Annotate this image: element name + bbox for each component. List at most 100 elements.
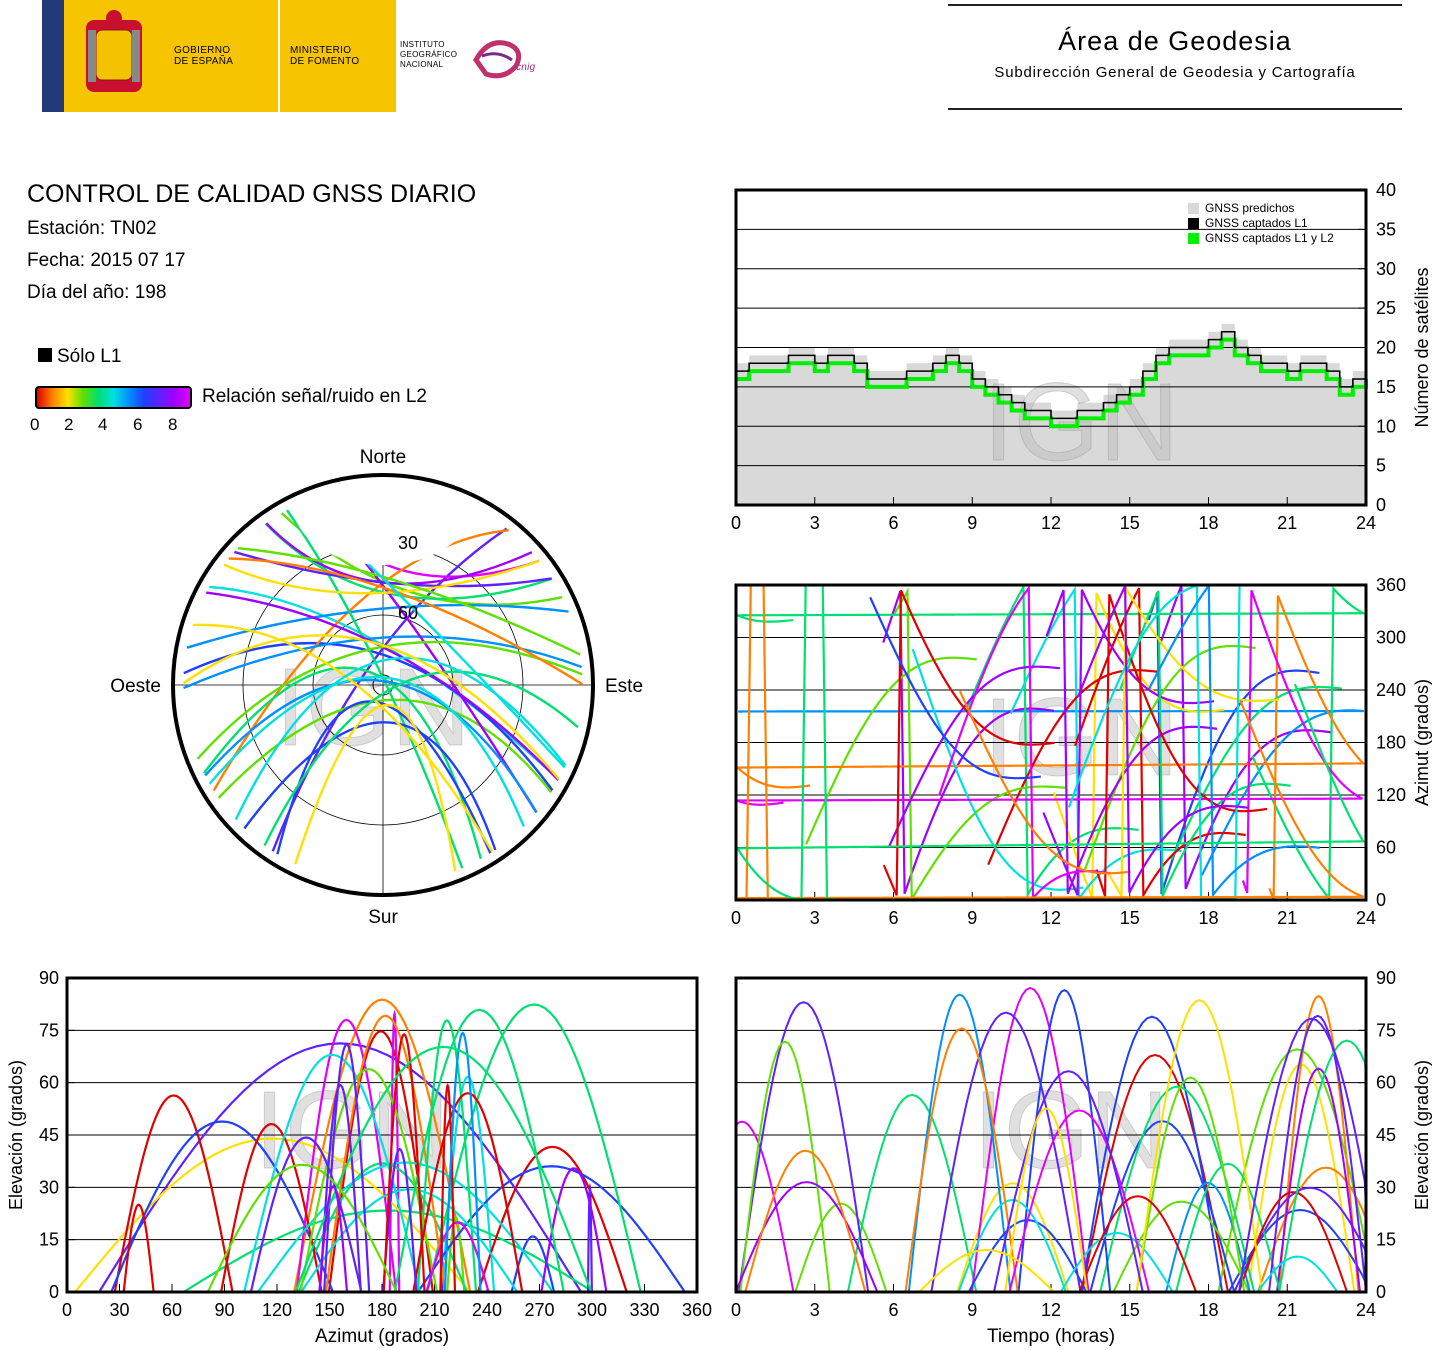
series-l1-line	[736, 330, 1367, 420]
satellite-track	[1159, 585, 1331, 890]
satellite-track	[893, 587, 1066, 900]
satellite-track	[739, 1040, 831, 1292]
satellite-track	[300, 1188, 519, 1292]
satellite-track	[256, 1161, 554, 1292]
satellite-track	[381, 1147, 418, 1292]
satellite-track	[1135, 999, 1264, 1292]
x-tick-label: 330	[629, 1300, 659, 1320]
satellite-track	[744, 1149, 867, 1292]
north-label: Norte	[360, 447, 406, 468]
satellite-track	[324, 1014, 447, 1292]
area-title: Área de Geodesia	[1058, 26, 1292, 56]
east-label: Este	[605, 676, 643, 697]
x-tick-label: 0	[731, 1300, 741, 1320]
satellite-track	[476, 1145, 628, 1292]
x-tick-label: 300	[577, 1300, 607, 1320]
y-tick-label: 10	[1376, 416, 1396, 436]
satellite-track	[286, 509, 464, 869]
satellite-track	[1112, 1200, 1251, 1292]
y-tick-label: 15	[39, 1230, 59, 1250]
y-tick-label: 15	[1376, 377, 1396, 397]
x-tick-label: 6	[888, 513, 898, 533]
x-tick-label: 15	[1120, 1300, 1140, 1320]
satellite-track	[1135, 1076, 1246, 1292]
legend-swatch	[1188, 203, 1199, 214]
x-tick-label: 24	[1356, 513, 1376, 533]
coat-of-arms-icon	[86, 10, 142, 92]
satellite-track	[271, 527, 508, 852]
date-info: Fecha: 2015 07 17	[27, 250, 186, 271]
l1-label: Sólo L1	[57, 346, 122, 367]
satellite-track	[967, 1219, 1088, 1292]
y-tick-label: 120	[1376, 785, 1406, 805]
satellite-track	[1099, 1085, 1256, 1292]
satellite-track	[957, 1198, 1067, 1292]
satellite-track	[1078, 1195, 1198, 1292]
doy-info: Día del año: 198	[27, 282, 167, 303]
legend-label: GNSS captados L1 y L2	[1205, 231, 1334, 245]
satellite-track	[1257, 1166, 1366, 1292]
snr-tick: 6	[133, 415, 143, 434]
satellite-track	[930, 1011, 1082, 1292]
satellite-track	[1277, 994, 1360, 1292]
satellite-track	[412, 1092, 524, 1292]
station-info: Estación: TN02	[27, 218, 157, 239]
satellite-track	[443, 1031, 482, 1292]
satellite-track	[1077, 585, 1249, 894]
y-tick-label: 45	[39, 1125, 59, 1145]
ring-label: 30	[398, 533, 418, 553]
ign-logo: INSTITUTO GEOGRÁFICO NACIONAL cnig	[396, 0, 550, 112]
satellite-track	[869, 596, 1041, 780]
x-tick-label: 24	[1356, 1300, 1376, 1320]
satellite-track	[295, 1018, 398, 1292]
satellite-track	[74, 1137, 471, 1292]
x-tick-label: 15	[1120, 513, 1140, 533]
x-tick-label: 21	[1277, 1300, 1297, 1320]
satellite-track	[736, 1181, 879, 1292]
satellite-track	[209, 585, 560, 781]
cnig-text: cnig	[516, 62, 536, 73]
horizon-circle	[171, 473, 595, 897]
satellite-track	[122, 1203, 155, 1292]
satellite-track	[417, 1165, 686, 1292]
y-tick-label: 60	[1376, 838, 1396, 858]
bottom-rule	[948, 108, 1402, 110]
satellite-track	[805, 656, 977, 845]
snr-tick: 2	[64, 415, 74, 434]
x-tick-label: 3	[810, 513, 820, 533]
satellite-track	[416, 1019, 478, 1292]
gobierno-logo: GOBIERNO DE ESPAÑA	[64, 0, 314, 112]
y-tick-label: 60	[39, 1073, 59, 1093]
satellite-track	[294, 1045, 593, 1292]
x-tick-label: 0	[731, 908, 741, 928]
y-tick-label: 90	[1376, 968, 1396, 988]
satellite-track	[294, 704, 457, 872]
y-tick-label: 40	[1376, 180, 1396, 200]
ign-watermark: IGN	[983, 361, 1179, 484]
x-tick-label: 9	[967, 1300, 977, 1320]
series-l1l2-line	[736, 337, 1368, 429]
satellite-track	[794, 1202, 888, 1292]
x-tick-label: 6	[888, 1300, 898, 1320]
x-tick-label: 120	[262, 1300, 292, 1320]
satellite-track	[1148, 585, 1320, 898]
satellite-track	[938, 585, 1110, 900]
satellite-track	[1256, 1255, 1339, 1292]
satellite-track	[970, 986, 1090, 1292]
x-tick-label: 240	[472, 1300, 502, 1320]
satellite-track	[1107, 585, 1280, 900]
satellite-track	[1017, 988, 1112, 1292]
x-axis-label: Tiempo (horas)	[987, 1326, 1115, 1347]
satellite-track	[736, 1120, 795, 1292]
area-subtitle: Subdirección General de Geodesia y Carto…	[994, 64, 1356, 81]
ign-watermark: IGN	[973, 1069, 1169, 1192]
satellite-track	[234, 656, 567, 821]
plot-border	[65, 976, 699, 1294]
south-label: Sur	[368, 907, 398, 928]
x-tick-label: 0	[731, 513, 741, 533]
y-tick-label: 180	[1376, 733, 1406, 753]
satellite-track	[966, 585, 1139, 899]
x-tick-label: 360	[682, 1300, 712, 1320]
y-tick-label: 15	[1376, 1230, 1396, 1250]
